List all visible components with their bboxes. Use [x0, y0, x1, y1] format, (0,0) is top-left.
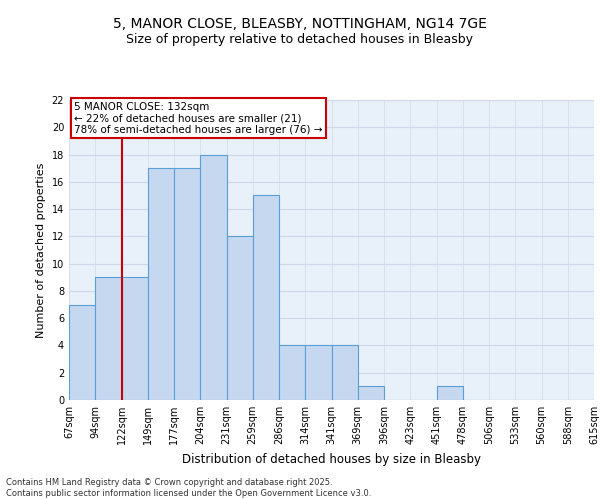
- Bar: [279, 346, 305, 400]
- Text: Size of property relative to detached houses in Bleasby: Size of property relative to detached ho…: [127, 32, 473, 46]
- Bar: [95, 278, 121, 400]
- Bar: [174, 168, 200, 400]
- Bar: [148, 168, 174, 400]
- Bar: [331, 346, 358, 400]
- Bar: [437, 386, 463, 400]
- Bar: [305, 346, 331, 400]
- Y-axis label: Number of detached properties: Number of detached properties: [36, 162, 46, 338]
- Bar: [358, 386, 384, 400]
- Text: Contains HM Land Registry data © Crown copyright and database right 2025.
Contai: Contains HM Land Registry data © Crown c…: [6, 478, 371, 498]
- Bar: [121, 278, 148, 400]
- Bar: [69, 304, 95, 400]
- Bar: [200, 154, 227, 400]
- Text: 5 MANOR CLOSE: 132sqm
← 22% of detached houses are smaller (21)
78% of semi-deta: 5 MANOR CLOSE: 132sqm ← 22% of detached …: [74, 102, 323, 134]
- X-axis label: Distribution of detached houses by size in Bleasby: Distribution of detached houses by size …: [182, 452, 481, 466]
- Bar: [253, 196, 279, 400]
- Bar: [227, 236, 253, 400]
- Text: 5, MANOR CLOSE, BLEASBY, NOTTINGHAM, NG14 7GE: 5, MANOR CLOSE, BLEASBY, NOTTINGHAM, NG1…: [113, 18, 487, 32]
